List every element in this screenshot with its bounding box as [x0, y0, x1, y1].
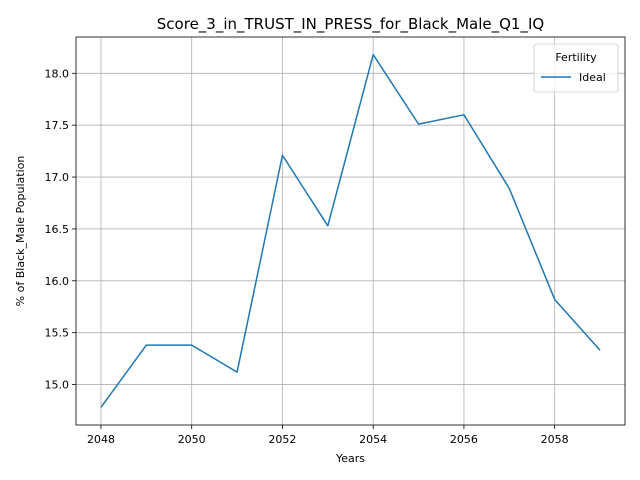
grid — [76, 37, 625, 425]
y-tick-label: 15.0 — [45, 379, 70, 392]
plot-frame — [75, 36, 626, 426]
series-line-ideal — [100, 53, 601, 408]
series-layer — [100, 53, 601, 408]
y-tick-label: 15.5 — [45, 327, 70, 340]
y-tick-label: 17.0 — [45, 171, 70, 184]
legend: Fertility Ideal — [533, 43, 619, 93]
y-axis-ticks: 15.0 15.5 16.0 16.5 17.0 17.5 18.0 — [45, 67, 76, 392]
x-tick-label: 2054 — [359, 433, 387, 446]
y-tick-label: 18.0 — [45, 67, 70, 80]
x-tick-label: 2058 — [541, 433, 569, 446]
y-tick-label: 17.5 — [45, 119, 70, 132]
y-axis-label: % of Black_Male Population — [14, 156, 27, 307]
x-tick-label: 2052 — [268, 433, 296, 446]
x-tick-label: 2048 — [87, 433, 115, 446]
legend-box — [533, 43, 619, 93]
y-tick-label: 16.5 — [45, 223, 70, 236]
chart-title: Score_3_in_TRUST_IN_PRESS_for_Black_Male… — [157, 15, 544, 34]
y-tick-label: 16.0 — [45, 275, 70, 288]
x-axis-label: Years — [335, 452, 365, 465]
x-tick-label: 2050 — [178, 433, 206, 446]
legend-entry-ideal: Ideal — [579, 71, 606, 84]
legend-title: Fertility — [555, 51, 597, 64]
x-tick-label: 2056 — [450, 433, 478, 446]
x-axis-ticks: 2048 2050 2052 2054 2056 2058 — [87, 425, 569, 446]
